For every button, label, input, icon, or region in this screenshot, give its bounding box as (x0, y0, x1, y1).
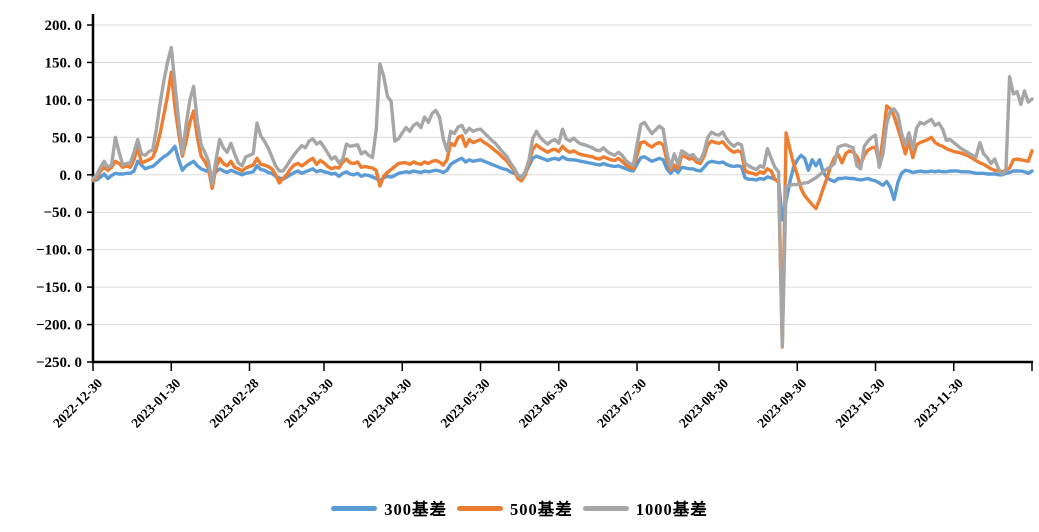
x-tick-label: 2023-07-30 (594, 375, 649, 430)
y-tick-label: −200. 0 (36, 318, 82, 334)
legend-item-1000: 1000基差 (582, 496, 708, 520)
legend-label-1000: 1000基差 (635, 500, 708, 519)
legend-swatch-500 (457, 505, 503, 511)
y-tick-label: 150. 0 (45, 55, 83, 71)
legend-item-300: 300基差 (331, 496, 447, 520)
x-tick-label: 2023-06-30 (516, 375, 571, 430)
x-tick-label: 2023-02-28 (206, 375, 261, 430)
y-tick-label: −50. 0 (43, 205, 82, 221)
x-tick-label: 2023-05-30 (437, 375, 492, 430)
legend-label-300: 300基差 (384, 500, 447, 519)
x-tick-label: 2023-11-30 (911, 375, 966, 430)
x-tick-label: 2023-10-30 (832, 375, 887, 430)
x-tick-label: 2023-03-30 (281, 375, 336, 430)
legend-label-500: 500基差 (510, 500, 573, 519)
x-tick-label: 2023-09-30 (754, 375, 809, 430)
legend-swatch-1000 (582, 505, 629, 511)
x-tick-label: 2023-01-30 (128, 375, 183, 430)
y-tick-label: −100. 0 (36, 243, 82, 259)
y-tick-label: −250. 0 (36, 355, 82, 371)
y-tick-label: 200. 0 (45, 18, 83, 34)
x-tick-label: 2023-04-30 (359, 375, 414, 430)
y-tick-label: 50. 0 (52, 130, 82, 146)
y-tick-label: 0. 0 (60, 168, 83, 184)
x-tick-label: 2023-08-30 (676, 375, 731, 430)
x-tick-label: 2022-12-30 (50, 375, 105, 430)
legend-item-500: 500基差 (457, 496, 573, 520)
y-tick-label: −150. 0 (36, 280, 82, 296)
series-line-1000 (91, 45, 1034, 348)
series-line-300 (91, 144, 1034, 222)
legend-swatch-300 (331, 505, 378, 511)
chart-legend: 300基差 500基差 1000基差 (0, 496, 1039, 520)
y-tick-label: 100. 0 (45, 93, 83, 109)
